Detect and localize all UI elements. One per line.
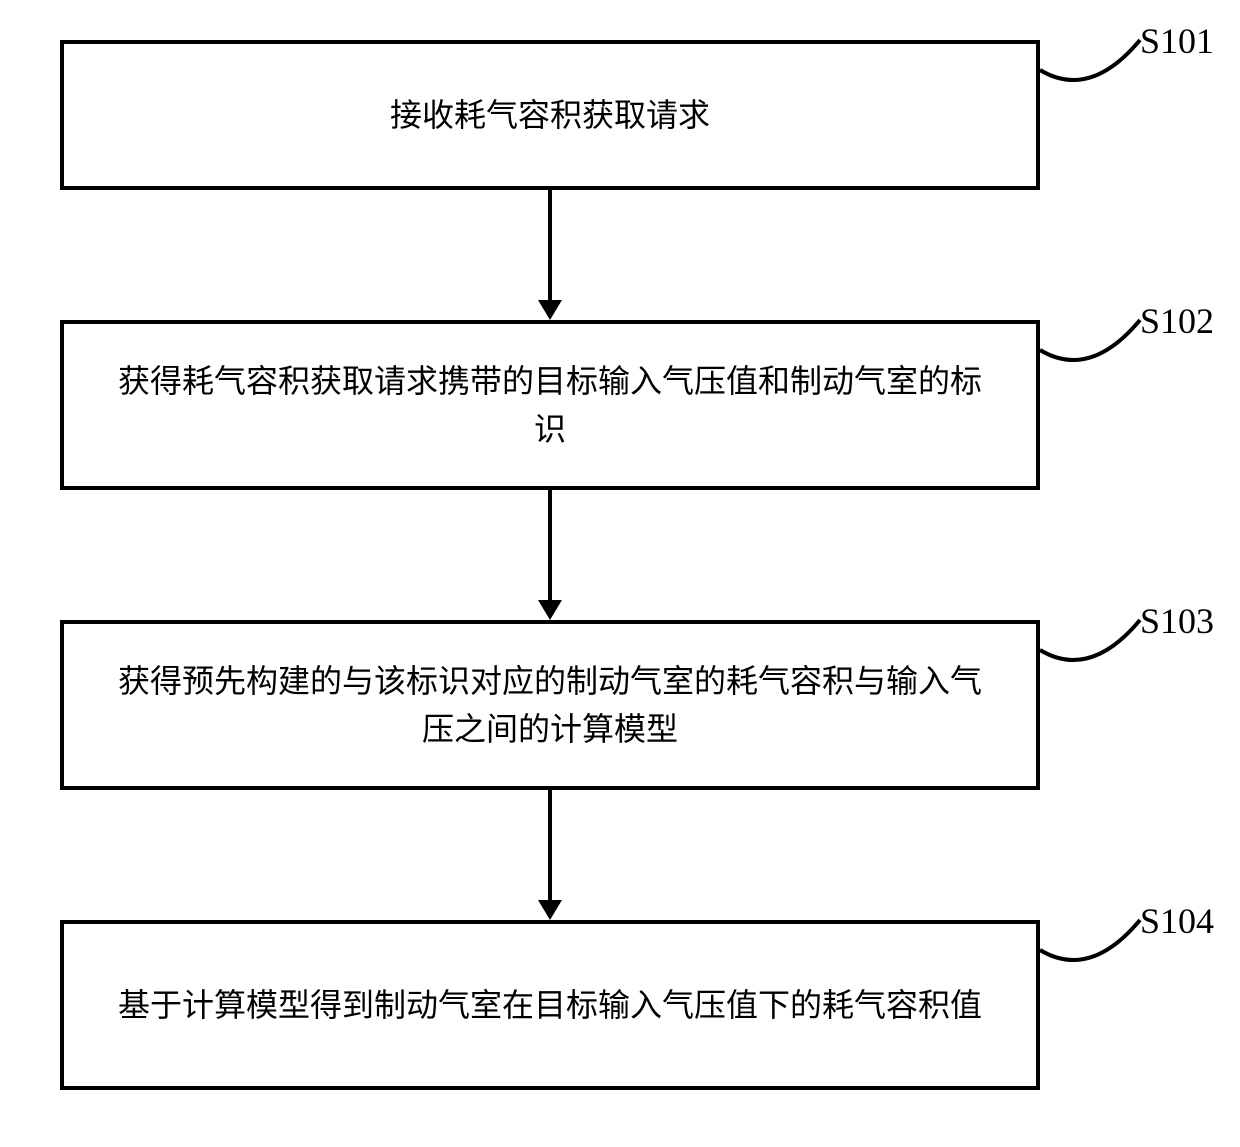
step-text-s103: 获得预先构建的与该标识对应的制动气室的耗气容积与输入气压之间的计算模型: [104, 657, 996, 753]
step-box-s102: 获得耗气容积获取请求携带的目标输入气压值和制动气室的标识: [60, 320, 1040, 490]
step-label-s101: S101: [1140, 20, 1214, 62]
step-text-s101: 接收耗气容积获取请求: [390, 91, 710, 139]
step-label-s104: S104: [1140, 900, 1214, 942]
step-box-s103: 获得预先构建的与该标识对应的制动气室的耗气容积与输入气压之间的计算模型: [60, 620, 1040, 790]
step-label-s102: S102: [1140, 300, 1214, 342]
step-text-s104: 基于计算模型得到制动气室在目标输入气压值下的耗气容积值: [118, 981, 982, 1029]
arrow-line-3: [548, 790, 552, 900]
flowchart-container: 接收耗气容积获取请求 获得耗气容积获取请求携带的目标输入气压值和制动气室的标识 …: [0, 0, 1240, 1147]
step-label-s103: S103: [1140, 600, 1214, 642]
connector-curve-s104: [1040, 900, 1150, 1000]
connector-curve-s102: [1040, 300, 1150, 400]
step-box-s104: 基于计算模型得到制动气室在目标输入气压值下的耗气容积值: [60, 920, 1040, 1090]
step-text-s102: 获得耗气容积获取请求携带的目标输入气压值和制动气室的标识: [104, 357, 996, 453]
arrow-line-1: [548, 190, 552, 300]
arrow-head-1: [538, 300, 562, 320]
arrow-head-3: [538, 900, 562, 920]
connector-curve-s101: [1040, 20, 1150, 120]
arrow-line-2: [548, 490, 552, 600]
connector-curve-s103: [1040, 600, 1150, 700]
step-box-s101: 接收耗气容积获取请求: [60, 40, 1040, 190]
arrow-head-2: [538, 600, 562, 620]
